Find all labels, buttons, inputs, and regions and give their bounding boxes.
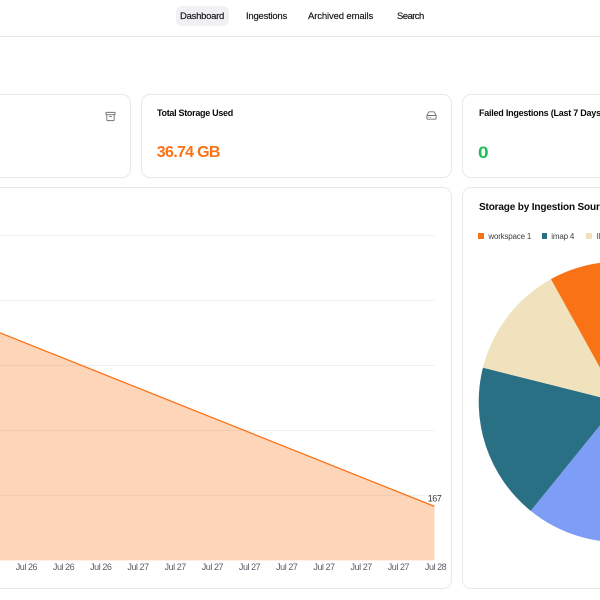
svg-text:Jul 26: Jul 26 bbox=[90, 562, 112, 572]
svg-text:Jul 27: Jul 27 bbox=[165, 562, 187, 572]
svg-text:Jul 27: Jul 27 bbox=[388, 562, 410, 572]
svg-text:Jul 27: Jul 27 bbox=[239, 562, 261, 572]
svg-text:167: 167 bbox=[428, 493, 442, 503]
svg-text:Jul 27: Jul 27 bbox=[351, 562, 373, 572]
svg-text:Jul 27: Jul 27 bbox=[127, 562, 149, 572]
svg-text:Jul 27: Jul 27 bbox=[313, 562, 335, 572]
svg-text:Jul 26: Jul 26 bbox=[16, 562, 38, 572]
svg-text:Jul 27: Jul 27 bbox=[202, 562, 224, 572]
svg-text:Jul 27: Jul 27 bbox=[276, 562, 298, 572]
svg-text:Jul 26: Jul 26 bbox=[53, 562, 75, 572]
svg-text:Jul 28: Jul 28 bbox=[425, 562, 447, 572]
